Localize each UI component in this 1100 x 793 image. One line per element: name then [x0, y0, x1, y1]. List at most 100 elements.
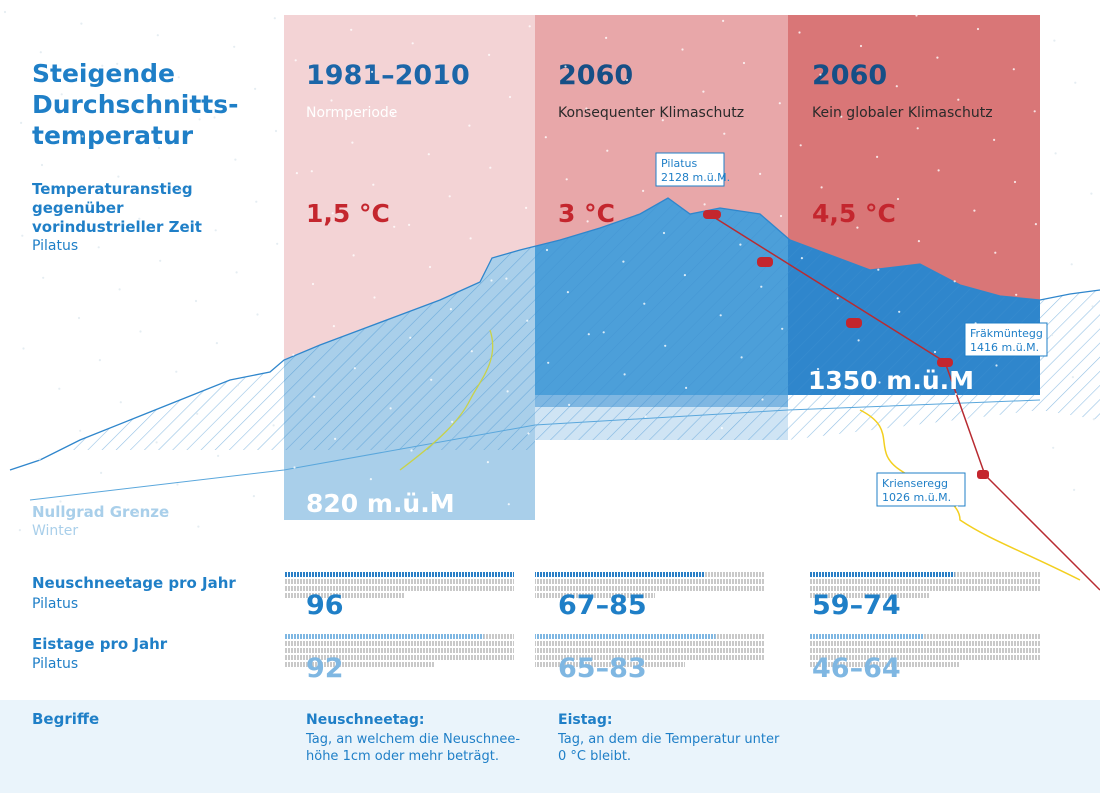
snowflake [1070, 263, 1073, 266]
snowflake [779, 214, 783, 218]
snowflake [781, 327, 784, 330]
station-altitude: 2128 m.ü.M. [661, 171, 730, 184]
snowflake [58, 387, 61, 390]
snowflake [314, 508, 317, 511]
snowflake [198, 118, 201, 121]
snowflake [973, 209, 976, 212]
snowflake [566, 291, 570, 294]
bar-stripe [284, 641, 514, 646]
snowflake [1052, 446, 1055, 449]
snowflake [548, 474, 551, 477]
station-altitude: 1026 m.ü.M. [882, 491, 951, 504]
snowflake [157, 146, 161, 150]
bar-stripe [284, 572, 514, 577]
snowflake [953, 280, 956, 283]
snowflake [1034, 223, 1037, 226]
bar-stripe [810, 655, 1040, 660]
snowflake [1090, 192, 1093, 195]
ice-days: 46–64 [812, 653, 901, 684]
callout-box [655, 152, 725, 187]
snowflake [350, 28, 353, 31]
subtitle-line: gegenüber [32, 199, 124, 217]
period-year: 2060 [558, 60, 633, 91]
bar-stripe [535, 579, 765, 584]
snowflake [234, 158, 237, 161]
snowflake [331, 212, 334, 215]
period-temp: 3 °C [558, 199, 615, 228]
snowflake [1013, 180, 1017, 184]
snowflake [856, 226, 859, 229]
snowflake [274, 129, 278, 133]
bar-stripe [535, 593, 655, 598]
snowflake [839, 522, 842, 526]
snowflake [42, 276, 45, 279]
snowflake [408, 223, 411, 226]
snowflake [236, 384, 239, 387]
snowflake [447, 82, 450, 85]
snowflake [135, 511, 138, 515]
snowflake [330, 99, 333, 102]
bar-stripe [810, 634, 924, 639]
title-line: Steigende [32, 59, 175, 88]
snowflake [643, 302, 646, 305]
snowflake [993, 138, 996, 141]
snowflake [138, 217, 141, 220]
snowflake [664, 344, 667, 347]
snowflake [292, 353, 295, 356]
bar-stripe [535, 641, 765, 646]
bar-stripe [284, 586, 514, 591]
snowflake [740, 356, 743, 359]
snowflake [351, 141, 354, 144]
snowflake [527, 432, 530, 435]
snowflake [156, 34, 159, 37]
bar-stripe [810, 662, 960, 667]
snowflake [702, 90, 705, 93]
snowflake [1032, 517, 1035, 520]
snowflake [427, 153, 430, 156]
snowflake [976, 27, 980, 31]
bar-stripe [535, 648, 765, 653]
snowflake [468, 124, 471, 127]
day-bars [284, 572, 1040, 667]
zero-line [29, 399, 1041, 501]
snowflake [1092, 418, 1095, 421]
snowflake [857, 339, 860, 342]
bar-stripe [810, 648, 1040, 653]
glossary-bg [0, 700, 1100, 793]
snowflake [742, 61, 746, 65]
snowflake [137, 104, 140, 107]
snowflake [975, 435, 978, 438]
snowflake [159, 259, 162, 262]
snowflake [196, 412, 199, 415]
snowflake [20, 121, 23, 124]
snowflake [372, 183, 375, 186]
snowflake [235, 271, 238, 274]
period-label: Kein globaler Klimaschutz [812, 105, 993, 121]
snowflake [294, 59, 297, 62]
snowflake [544, 136, 547, 139]
snow-days: 59–74 [812, 590, 901, 621]
snowflake [585, 107, 588, 110]
snowflake [77, 316, 81, 320]
snowflake [178, 189, 181, 192]
snowflake [760, 285, 763, 288]
snowflake [1015, 293, 1018, 296]
station-name: Fräkmüntegg [970, 327, 1043, 340]
row-location: Pilatus [32, 656, 78, 672]
snowflake [879, 494, 882, 497]
snowflake [255, 200, 258, 203]
snowflake [488, 53, 491, 57]
bar-stripe [284, 648, 514, 653]
snowflake [490, 279, 493, 282]
snowflake [352, 254, 355, 257]
snowflake [194, 299, 198, 303]
snowflake [840, 115, 843, 118]
snowflake [353, 367, 356, 370]
snowflake [528, 25, 531, 28]
callout-box [964, 322, 1048, 357]
period-year: 2060 [812, 60, 887, 91]
snowflake [837, 410, 841, 413]
snowflake [859, 44, 863, 48]
snowflake [176, 483, 179, 486]
snowflake [3, 10, 7, 14]
